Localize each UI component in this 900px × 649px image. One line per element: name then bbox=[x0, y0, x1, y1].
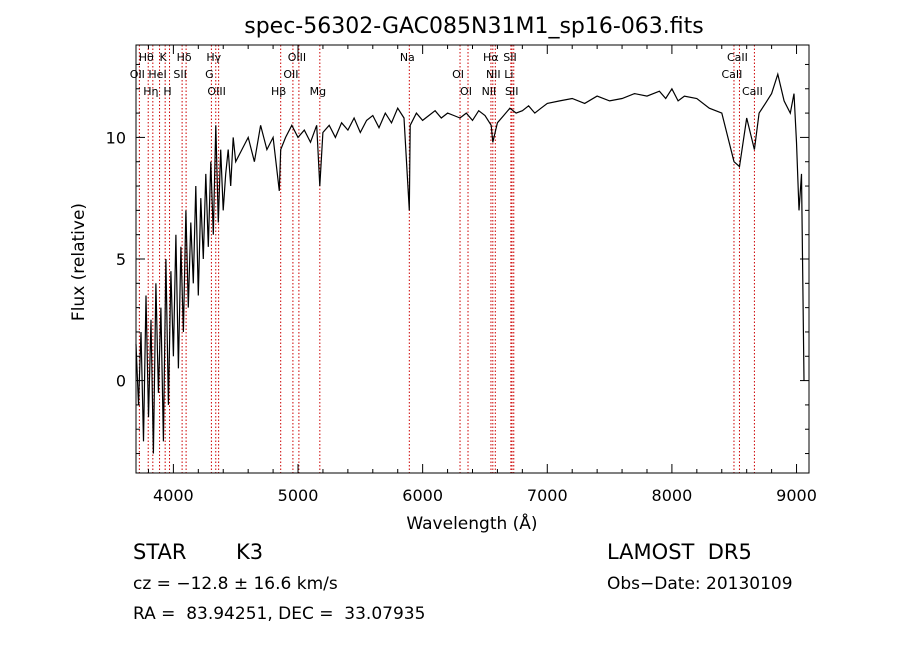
line-marker-label: NII bbox=[482, 85, 497, 98]
line-marker-label: Hγ bbox=[206, 51, 221, 64]
y-axis: 0 5 10 bbox=[106, 63, 809, 455]
line-marker-label: Mg bbox=[310, 85, 326, 98]
line-marker-label: G bbox=[205, 68, 214, 81]
line-marker-label: OII bbox=[283, 68, 298, 81]
line-marker-label: SII bbox=[505, 85, 518, 98]
x-tick-label: 8000 bbox=[652, 486, 693, 505]
x-tick-label: 9000 bbox=[776, 486, 817, 505]
line-marker-label: Hα bbox=[483, 51, 499, 64]
y-tick-label: 0 bbox=[116, 372, 126, 391]
plot-frame bbox=[135, 44, 810, 474]
line-marker-label: NII bbox=[486, 68, 501, 81]
line-marker-label: OIII bbox=[207, 85, 225, 98]
obs-date-text: Obs−Date: 20130109 bbox=[607, 574, 793, 594]
line-marker-label: Hδ bbox=[177, 51, 192, 64]
subclass-label: K3 bbox=[236, 540, 264, 564]
spectrum-line bbox=[135, 71, 805, 454]
coords-text: RA = 83.94251, DEC = 33.07935 bbox=[133, 604, 426, 624]
velocity-text: cz = −12.8 ± 16.6 km/s bbox=[133, 574, 338, 594]
line-marker-label: HeI bbox=[148, 68, 166, 81]
survey-label: LAMOST DR5 bbox=[607, 540, 752, 564]
line-marker-label: CaII bbox=[742, 85, 763, 98]
x-axis: 4000 5000 6000 7000 8000 9000 bbox=[147, 45, 817, 505]
line-marker-label: OI bbox=[452, 68, 464, 81]
x-tick-label: 6000 bbox=[402, 486, 443, 505]
x-tick-label: 7000 bbox=[527, 486, 568, 505]
y-tick-label: 10 bbox=[106, 128, 126, 147]
line-marker-label: CaII bbox=[727, 51, 748, 64]
line-marker-label: OIII bbox=[288, 51, 306, 64]
y-axis-label: Flux (relative) bbox=[69, 203, 89, 321]
line-marker-label: H bbox=[163, 85, 171, 98]
x-tick-label: 4000 bbox=[153, 486, 194, 505]
line-marker-label: SII bbox=[173, 68, 186, 81]
line-marker-label: Na bbox=[400, 51, 415, 64]
line-label-layer: Hθ OII Hη K HeI H Hδ SII OIII Hγ G Hβ OIII OII Mg Na OI O… bbox=[130, 51, 763, 98]
line-marker-label: OII bbox=[130, 68, 145, 81]
x-axis-label: Wavelength (Å) bbox=[406, 512, 537, 534]
line-marker-label: Hη bbox=[143, 85, 158, 98]
line-marker-label: CaII bbox=[722, 68, 743, 81]
line-marker-label: Hθ bbox=[139, 51, 154, 64]
line-marker-label: OI bbox=[460, 85, 472, 98]
y-tick-label: 5 bbox=[116, 250, 126, 269]
x-tick-label: 5000 bbox=[278, 486, 319, 505]
line-marker-layer bbox=[138, 45, 755, 473]
line-marker-label: K bbox=[160, 51, 168, 64]
line-marker-label: Li bbox=[504, 68, 513, 81]
class-label: STAR bbox=[133, 540, 187, 564]
line-marker-label: SII bbox=[503, 51, 516, 64]
line-marker-label: Hβ bbox=[271, 85, 286, 98]
chart-title: spec-56302-GAC085N31M1_sp16-063.fits bbox=[244, 14, 704, 39]
